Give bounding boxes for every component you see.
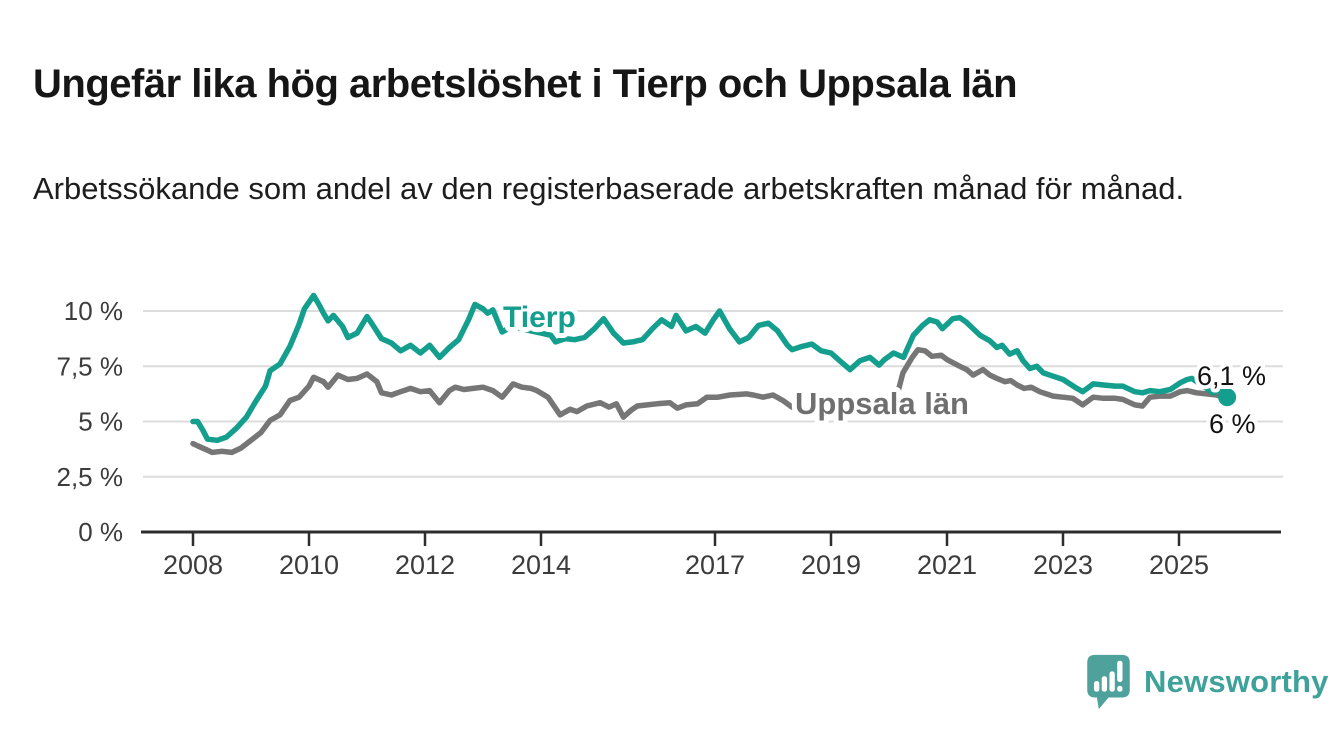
y-tick-label: 7,5 % — [57, 351, 124, 381]
y-tick-label: 2,5 % — [57, 462, 124, 492]
x-tick-label: 2010 — [279, 550, 339, 580]
y-tick-label: 10 % — [64, 296, 123, 326]
series-label-tierp: Tierp — [503, 301, 576, 334]
x-tick-label: 2021 — [917, 550, 977, 580]
chart-title: Ungefär lika hög arbetslöshet i Tierp oc… — [33, 61, 1018, 106]
series-label-uppsala-l-n: Uppsala län — [795, 386, 969, 421]
newsworthy-wordmark: Newsworthy — [1144, 664, 1329, 699]
x-tick-label: 2023 — [1033, 550, 1093, 580]
chart-subtitle: Arbetssökande som andel av den registerb… — [33, 171, 1185, 206]
x-tick-label: 2019 — [801, 550, 861, 580]
x-tick-label: 2012 — [395, 550, 455, 580]
series-end-dot-tierp — [1218, 388, 1237, 407]
x-tick-label: 2017 — [685, 550, 745, 580]
y-tick-label: 0 % — [78, 517, 123, 547]
newsworthy-icon — [1087, 654, 1130, 710]
newsworthy-logo: Newsworthy — [1085, 653, 1329, 711]
x-tick-label: 2014 — [511, 550, 571, 580]
y-tick-label: 5 % — [78, 407, 123, 437]
series-line-tierp — [190, 292, 1230, 444]
x-tick-label: 2008 — [163, 550, 223, 580]
x-tick-label: 2025 — [1149, 550, 1209, 580]
end-value-label-uppsala-l-n: 6 % — [1209, 409, 1256, 439]
end-value-label-tierp: 6,1 % — [1197, 361, 1266, 391]
series-line-uppsala-l-n — [190, 346, 1230, 456]
